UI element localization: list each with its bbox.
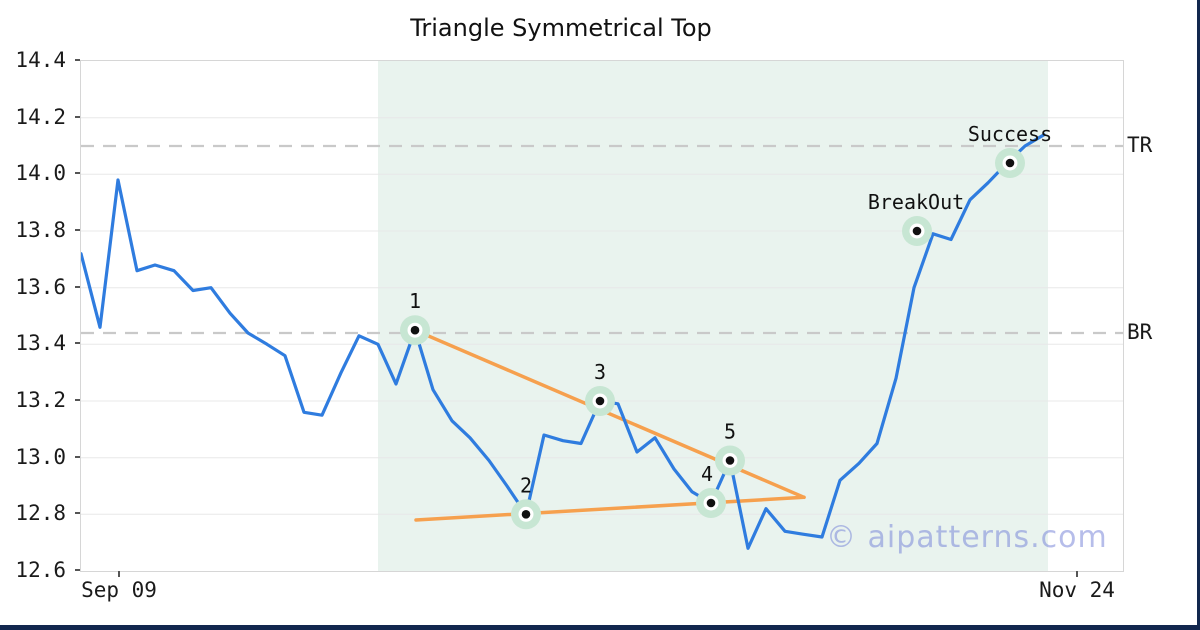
marker-5: 5 [715, 420, 745, 476]
level-label-br: BR [1127, 320, 1153, 344]
marker-dot [595, 396, 605, 406]
y-tick-mark [75, 115, 80, 118]
bottom-accent-bar [0, 625, 1200, 630]
marker-dot [706, 498, 716, 508]
price-chart: 1 2 3 45 BreakOut Success [81, 61, 1123, 571]
marker-label: 3 [594, 360, 606, 384]
marker-dot [725, 456, 735, 465]
marker-success: Success [968, 122, 1052, 178]
marker-4: 4 [696, 462, 726, 518]
marker-label: BreakOut [868, 190, 964, 214]
right-accent-bar [1197, 0, 1200, 630]
y-tick-label: 14.4 [15, 48, 66, 72]
marker-label: 1 [409, 289, 421, 313]
y-tick-label: 13.6 [15, 274, 66, 299]
y-tick-mark [75, 285, 80, 288]
marker-dot [1005, 158, 1015, 168]
marker-label: 2 [520, 473, 532, 497]
y-tick-label: 14.2 [15, 104, 66, 129]
marker-dot [410, 325, 420, 335]
x-tick-mark [118, 571, 120, 577]
y-tick-mark [75, 172, 80, 175]
y-tick-label: 13.0 [15, 444, 66, 469]
y-tick-label: 13.4 [15, 331, 66, 356]
marker-breakout: BreakOut [868, 190, 964, 246]
x-tick-label: Sep 09 [81, 578, 157, 602]
y-tick-mark [75, 229, 80, 231]
y-tick-mark [75, 455, 80, 458]
watermark: © aipatterns.com [826, 520, 1108, 555]
marker-1: 1 [400, 289, 430, 346]
marker-label: 4 [701, 462, 713, 486]
level-label-tr: TR [1127, 133, 1153, 157]
y-tick-mark [75, 512, 80, 515]
y-tick-label: 12.6 [15, 558, 66, 582]
marker-label: Success [968, 122, 1052, 146]
x-tick-mark [1076, 571, 1078, 577]
marker-dot [912, 226, 922, 236]
price-line [81, 133, 1046, 550]
marker-dot [521, 510, 531, 519]
marker-3: 3 [585, 360, 615, 416]
y-tick-label: 13.2 [15, 388, 66, 412]
chart-title: Triangle Symmetrical Top [410, 14, 712, 42]
y-tick-label: 13.8 [15, 218, 66, 242]
y-tick-label: 12.8 [15, 501, 66, 526]
y-tick-mark [75, 59, 80, 61]
y-tick-mark [75, 399, 80, 401]
plot-area: 1 2 3 4 5 BreakOut Success [80, 60, 1124, 572]
y-tick-label: 14.0 [15, 161, 66, 186]
x-tick-label: Nov 24 [1039, 578, 1115, 602]
marker-2: 2 [511, 473, 541, 530]
marker-label: 5 [724, 420, 736, 444]
y-tick-mark [75, 569, 80, 571]
y-tick-mark [75, 342, 80, 345]
